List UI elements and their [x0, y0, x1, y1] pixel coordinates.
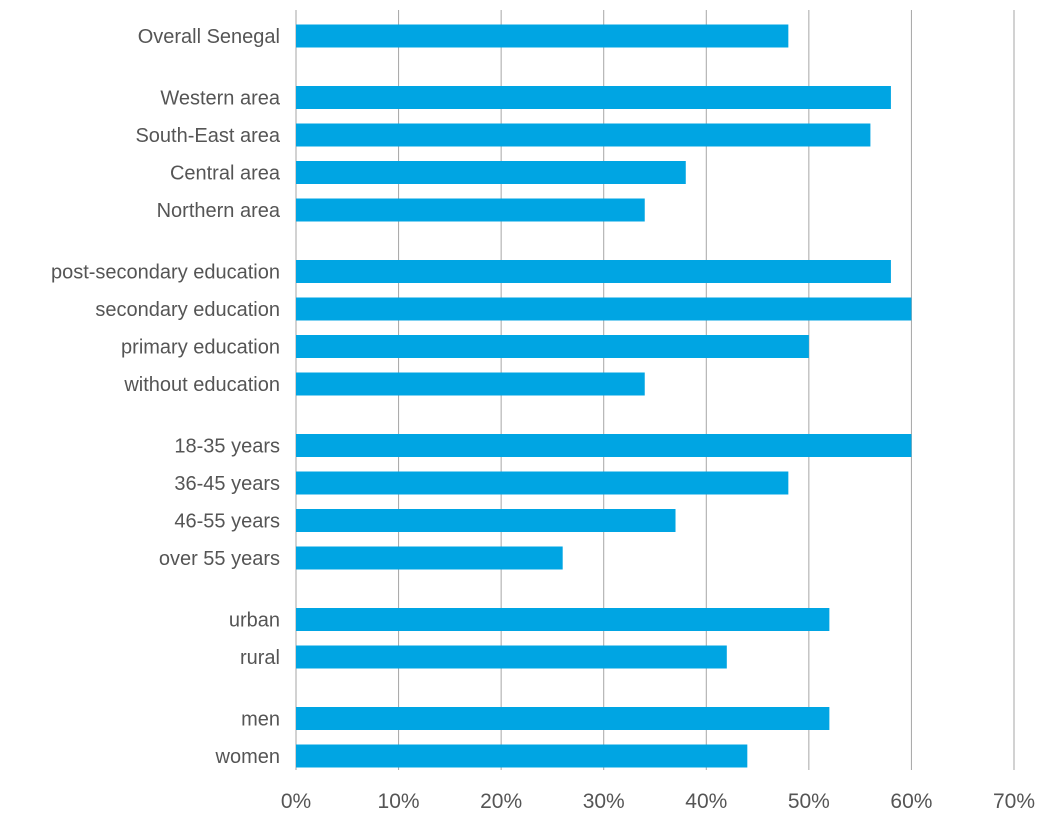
- bars: [296, 24, 912, 768]
- category-label: 18-35 years: [174, 436, 280, 458]
- category-label: 36-45 years: [174, 473, 280, 495]
- category-label: South-East area: [135, 125, 280, 147]
- category-label: women: [215, 746, 280, 768]
- bar: [296, 161, 686, 184]
- x-tick-label: 10%: [378, 790, 420, 813]
- x-tick-label: 60%: [890, 790, 932, 813]
- bar: [296, 123, 871, 147]
- bar: [296, 372, 645, 396]
- x-tick-label: 50%: [788, 790, 830, 813]
- category-label: secondary education: [95, 299, 280, 321]
- category-label: Central area: [170, 163, 281, 185]
- bar: [296, 471, 789, 495]
- category-label: Overall Senegal: [138, 26, 280, 48]
- bar: [296, 434, 912, 457]
- x-axis-tick-labels: 0% 10% 20% 30% 40% 50% 60% 70%: [281, 790, 1035, 813]
- x-tick-label: 70%: [993, 790, 1035, 813]
- category-label: primary education: [121, 337, 280, 359]
- category-labels: Overall Senegal Western area South-East ar…: [51, 26, 281, 768]
- bar: [296, 546, 563, 570]
- bar: [296, 297, 912, 321]
- bar: [296, 707, 830, 730]
- bar: [296, 608, 830, 631]
- bar: [296, 260, 891, 283]
- category-label: without education: [123, 374, 280, 396]
- x-tick-label: 20%: [480, 790, 522, 813]
- category-label: urban: [229, 610, 280, 632]
- category-label: 46-55 years: [174, 511, 280, 533]
- category-label: over 55 years: [159, 548, 280, 570]
- category-label: post-secondary education: [51, 262, 280, 284]
- bar: [296, 86, 891, 109]
- category-label: rural: [240, 647, 280, 669]
- bar: [296, 645, 727, 669]
- x-tick-label: 0%: [281, 790, 311, 813]
- bar: [296, 744, 748, 768]
- bar: [296, 198, 645, 222]
- category-label: Western area: [160, 88, 281, 110]
- x-tick-label: 30%: [583, 790, 625, 813]
- bar: [296, 335, 809, 358]
- x-tick-label: 40%: [685, 790, 727, 813]
- bar: [296, 509, 676, 532]
- category-label: men: [241, 709, 280, 731]
- bar: [296, 24, 789, 48]
- category-label: Northern area: [157, 200, 281, 222]
